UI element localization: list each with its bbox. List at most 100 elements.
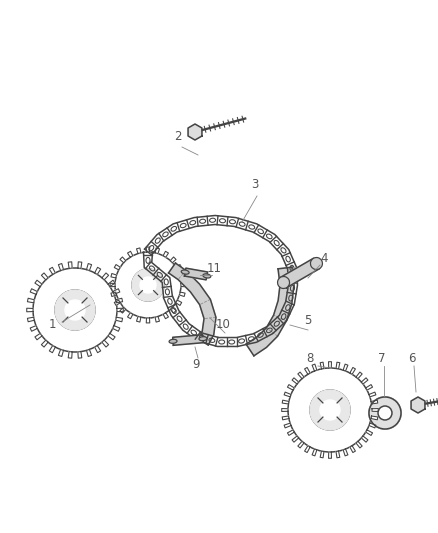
Polygon shape (310, 390, 350, 430)
Polygon shape (114, 300, 120, 305)
Polygon shape (95, 268, 101, 274)
Polygon shape (35, 334, 42, 340)
Polygon shape (113, 289, 120, 294)
Polygon shape (287, 385, 294, 390)
Polygon shape (127, 313, 133, 319)
Polygon shape (169, 263, 216, 345)
Polygon shape (49, 268, 55, 274)
Ellipse shape (181, 270, 189, 274)
Polygon shape (114, 264, 120, 270)
Polygon shape (366, 430, 373, 435)
Polygon shape (113, 326, 120, 331)
Polygon shape (30, 289, 37, 294)
Polygon shape (411, 397, 425, 413)
Polygon shape (378, 406, 392, 420)
Text: 7: 7 (378, 351, 386, 365)
Ellipse shape (169, 340, 177, 343)
Polygon shape (361, 378, 368, 384)
Ellipse shape (311, 257, 322, 270)
Polygon shape (111, 273, 117, 278)
Text: 2: 2 (174, 130, 182, 142)
Polygon shape (287, 430, 294, 435)
Polygon shape (176, 264, 182, 270)
Polygon shape (55, 290, 95, 330)
Polygon shape (117, 308, 123, 312)
Polygon shape (343, 364, 348, 371)
Polygon shape (282, 416, 289, 420)
Polygon shape (298, 372, 304, 378)
Polygon shape (369, 423, 376, 428)
Polygon shape (312, 364, 317, 371)
Polygon shape (328, 452, 332, 458)
Polygon shape (281, 259, 319, 288)
Polygon shape (292, 436, 299, 442)
Polygon shape (102, 273, 109, 280)
Text: 9: 9 (192, 359, 200, 372)
Polygon shape (41, 340, 48, 347)
Polygon shape (155, 317, 159, 322)
Polygon shape (336, 362, 340, 369)
Polygon shape (108, 280, 115, 287)
Polygon shape (146, 318, 150, 323)
Polygon shape (87, 350, 92, 357)
Text: 10: 10 (215, 319, 230, 332)
Polygon shape (320, 400, 340, 420)
Text: 4: 4 (320, 252, 328, 264)
Polygon shape (87, 263, 92, 271)
Polygon shape (298, 441, 304, 448)
Polygon shape (155, 248, 159, 254)
Polygon shape (180, 292, 185, 296)
Text: 3: 3 (251, 179, 259, 191)
Polygon shape (371, 416, 378, 420)
Polygon shape (116, 317, 123, 322)
Polygon shape (343, 449, 348, 456)
Polygon shape (137, 248, 141, 254)
Polygon shape (366, 385, 373, 390)
Polygon shape (173, 335, 203, 345)
Polygon shape (28, 298, 34, 303)
Text: 8: 8 (306, 351, 314, 365)
Polygon shape (320, 362, 324, 369)
Polygon shape (284, 423, 291, 428)
Polygon shape (304, 367, 310, 374)
Polygon shape (65, 300, 85, 320)
Polygon shape (110, 283, 115, 287)
Polygon shape (361, 436, 368, 442)
Polygon shape (35, 280, 42, 287)
Polygon shape (284, 392, 291, 397)
Polygon shape (184, 268, 208, 280)
Polygon shape (30, 326, 37, 331)
Polygon shape (170, 257, 176, 263)
Polygon shape (282, 400, 289, 404)
Polygon shape (163, 313, 169, 319)
Polygon shape (68, 262, 72, 269)
Polygon shape (108, 334, 115, 340)
Polygon shape (180, 273, 185, 278)
Polygon shape (95, 345, 101, 353)
Polygon shape (304, 446, 310, 453)
Polygon shape (140, 277, 156, 293)
Text: 1: 1 (48, 319, 56, 332)
Polygon shape (78, 352, 82, 358)
Polygon shape (146, 247, 150, 252)
Ellipse shape (203, 274, 211, 278)
Polygon shape (132, 269, 164, 301)
Polygon shape (371, 400, 378, 404)
Polygon shape (350, 367, 355, 374)
Polygon shape (120, 257, 126, 263)
Ellipse shape (199, 337, 207, 341)
Polygon shape (170, 307, 176, 313)
Polygon shape (27, 308, 33, 312)
Polygon shape (116, 298, 123, 303)
Polygon shape (312, 449, 317, 456)
Polygon shape (372, 408, 378, 411)
Polygon shape (336, 451, 340, 458)
Polygon shape (356, 372, 362, 378)
Polygon shape (328, 362, 332, 368)
Polygon shape (350, 446, 355, 453)
Polygon shape (58, 350, 64, 357)
Text: 5: 5 (304, 313, 312, 327)
Polygon shape (356, 441, 362, 448)
Text: 11: 11 (206, 262, 222, 274)
Polygon shape (188, 124, 202, 140)
